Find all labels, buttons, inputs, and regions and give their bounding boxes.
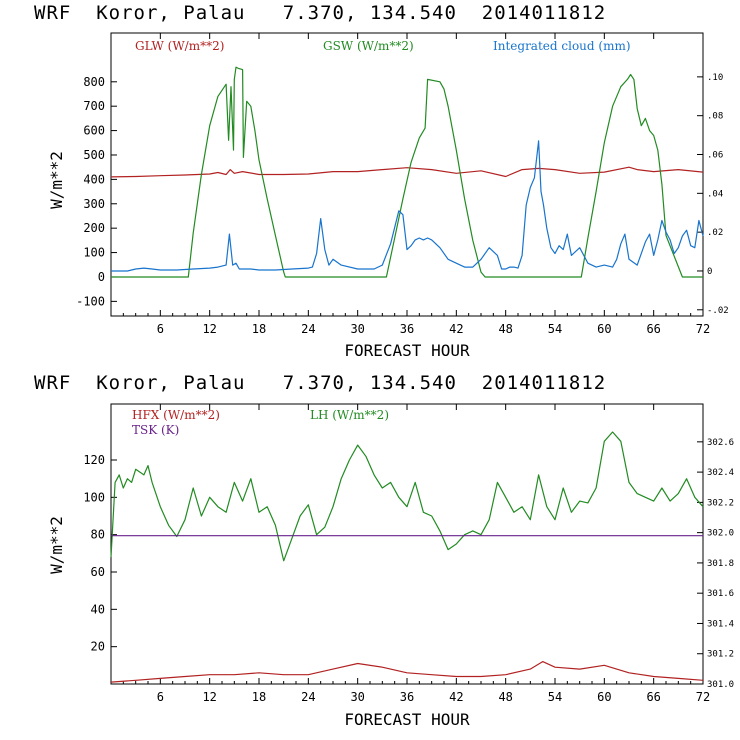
y-tick-label: 300 <box>83 197 105 211</box>
y2-tick-label: .08 <box>707 112 723 122</box>
x-tick-label: 60 <box>597 690 611 704</box>
chart-title-top: WRF Koror, Palau 7.370, 134.540 20140118… <box>34 2 607 24</box>
y-tick-label: 500 <box>83 148 105 162</box>
y-tick-label: 400 <box>83 172 105 186</box>
y2-tick-label: .02 <box>707 228 723 238</box>
y-tick-label: 100 <box>83 490 105 504</box>
y2-tick-label: 301.0 <box>707 680 734 690</box>
legend-entry-3: TSK (K) <box>132 423 179 437</box>
series-line-1 <box>110 166 704 178</box>
y2-tick-label: 301.2 <box>707 650 734 660</box>
x-tick-label: 66 <box>646 690 660 704</box>
y-tick-label: 80 <box>91 528 105 542</box>
y2-tick-label: 302.4 <box>707 468 734 478</box>
x-tick-label: 6 <box>157 690 164 704</box>
chart-title-bottom: WRF Koror, Palau 7.370, 134.540 20140118… <box>34 372 607 394</box>
x-tick-label: 18 <box>252 322 266 336</box>
series-line-1 <box>110 660 704 683</box>
y-axis-title: W/m**2 <box>47 151 66 209</box>
plot-frame <box>110 403 704 685</box>
y2-tick-label: .04 <box>707 189 723 199</box>
y-tick-label: 800 <box>83 75 105 89</box>
series-line-2 <box>110 431 704 562</box>
series-line-3 <box>111 140 704 272</box>
y2-tick-label: .10 <box>707 73 723 83</box>
y2-tick-label: .06 <box>707 151 723 161</box>
x-tick-label: 60 <box>597 322 611 336</box>
x-tick-label: 12 <box>202 690 216 704</box>
chart-top: 6 12 18 24 30 36 42 48 54 60 66 72 -100 0 100 200 300 400… <box>47 32 729 360</box>
legend-entry-2: GSW (W/m**2) <box>323 39 414 53</box>
x-axis-title: FORECAST HOUR <box>344 710 470 729</box>
y-tick-label: 0 <box>98 270 105 284</box>
x-tick-label: 24 <box>301 322 315 336</box>
x-tick-label: 54 <box>548 322 562 336</box>
x-tick-label: 12 <box>202 322 216 336</box>
x-tick-label: 66 <box>646 322 660 336</box>
y2-tick-label: 301.4 <box>707 619 734 629</box>
y2-tick-label: 302.0 <box>707 529 734 539</box>
y-tick-label: -100 <box>76 294 105 308</box>
y2-tick-label: -.02 <box>707 306 729 316</box>
x-tick-label: 18 <box>252 690 266 704</box>
x-axis-title: FORECAST HOUR <box>344 341 470 360</box>
y2-tick-label: 0 <box>707 267 712 277</box>
y2-tick-label: 302.6 <box>707 438 734 448</box>
x-tick-label: 42 <box>449 322 463 336</box>
x-tick-label: 24 <box>301 690 315 704</box>
x-tick-label: 36 <box>400 322 414 336</box>
x-tick-label: 36 <box>400 690 414 704</box>
x-tick-label: 48 <box>498 322 512 336</box>
series-line-2 <box>111 66 703 278</box>
y-tick-label: 700 <box>83 99 105 113</box>
legend-entry-1: HFX (W/m**2) <box>132 408 220 422</box>
legend-entry-2: LH (W/m**2) <box>310 408 389 422</box>
x-tick-label: 72 <box>696 322 710 336</box>
y-axis-title: W/m**2 <box>47 516 66 574</box>
x-tick-label: 30 <box>350 322 364 336</box>
y2-tick-label: 302.2 <box>707 498 734 508</box>
x-tick-label: 72 <box>696 690 710 704</box>
legend-entry-1: GLW (W/m**2) <box>135 39 224 53</box>
y2-tick-label: 301.8 <box>707 559 734 569</box>
y-tick-label: 60 <box>91 565 105 579</box>
x-tick-label: 48 <box>498 690 512 704</box>
x-tick-label: 42 <box>449 690 463 704</box>
y-tick-label: 120 <box>83 453 105 467</box>
y-tick-label: 100 <box>83 246 105 260</box>
y-tick-label: 600 <box>83 124 105 138</box>
x-tick-label: 54 <box>548 690 562 704</box>
y2-tick-label: 301.6 <box>707 589 734 599</box>
x-tick-label: 30 <box>350 690 364 704</box>
x-tick-label: 6 <box>157 322 164 336</box>
y-tick-label: 200 <box>83 221 105 235</box>
y-tick-label: 20 <box>91 640 105 654</box>
y-tick-label: 40 <box>91 602 105 616</box>
legend-entry-3: Integrated cloud (mm) <box>493 39 631 53</box>
